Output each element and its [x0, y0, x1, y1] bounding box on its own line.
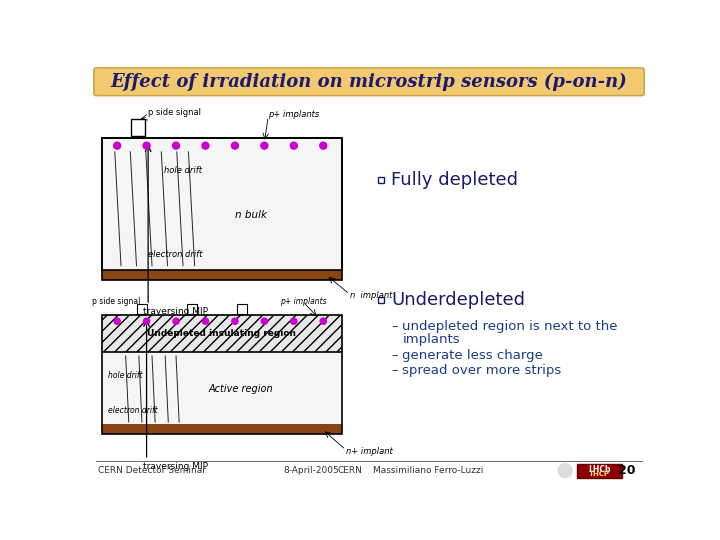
Text: LHCb: LHCb [588, 465, 611, 474]
Circle shape [114, 318, 120, 325]
Circle shape [202, 142, 209, 149]
Text: Underdepleted: Underdepleted [392, 291, 526, 309]
Bar [102, 269, 342, 280]
Bar [377, 177, 384, 184]
Text: p+ implants: p+ implants [280, 296, 326, 306]
Bar [131, 119, 145, 137]
FancyBboxPatch shape [94, 68, 644, 96]
Circle shape [114, 142, 121, 149]
Text: Fully depleted: Fully depleted [392, 171, 518, 190]
Circle shape [232, 318, 238, 325]
Bar [377, 296, 384, 303]
Bar [577, 464, 621, 477]
Text: Active region: Active region [209, 384, 274, 394]
Text: –: – [392, 349, 398, 362]
Text: hole drift: hole drift [108, 370, 143, 380]
Text: CERN Detector Seminar: CERN Detector Seminar [98, 466, 206, 475]
Bar [102, 315, 342, 352]
Text: 8-April-2005: 8-April-2005 [284, 466, 340, 475]
Text: generate less charge: generate less charge [402, 349, 543, 362]
Circle shape [320, 142, 327, 149]
Bar [137, 303, 147, 314]
Text: traversing MIP: traversing MIP [143, 307, 208, 316]
Circle shape [143, 142, 150, 149]
Text: Effect of irradiation on microstrip sensors (p-on-n): Effect of irradiation on microstrip sens… [111, 72, 627, 91]
Text: Massimiliano Ferro-Luzzi: Massimiliano Ferro-Luzzi [373, 466, 483, 475]
Text: CERN: CERN [338, 466, 363, 475]
Text: electron drift: electron drift [148, 249, 202, 259]
Bar [238, 303, 248, 314]
Text: Undepleted insulating region: Undepleted insulating region [148, 329, 296, 338]
Text: implants: implants [402, 333, 460, 346]
Bar [102, 138, 342, 269]
Bar [102, 315, 342, 434]
Bar [187, 303, 197, 314]
Text: n  implant: n implant [350, 291, 392, 300]
Text: 20: 20 [618, 464, 636, 477]
Text: THCP: THCP [589, 471, 610, 477]
Circle shape [261, 142, 268, 149]
Circle shape [320, 318, 326, 325]
Text: p+ implants: p+ implants [269, 110, 320, 119]
Circle shape [558, 464, 572, 477]
Text: p side signal: p side signal [92, 296, 140, 306]
Circle shape [290, 142, 297, 149]
Circle shape [231, 142, 238, 149]
Circle shape [173, 142, 179, 149]
Bar [102, 138, 342, 280]
Bar [102, 424, 342, 434]
Text: hole drift: hole drift [163, 166, 202, 175]
Circle shape [143, 318, 150, 325]
Bar [102, 352, 342, 424]
Text: electron drift: electron drift [108, 406, 158, 415]
Text: –: – [392, 320, 398, 333]
Circle shape [261, 318, 267, 325]
Circle shape [291, 318, 297, 325]
Text: traversing MIP: traversing MIP [143, 462, 208, 471]
Text: –: – [392, 364, 398, 377]
Text: undepleted region is next to the: undepleted region is next to the [402, 320, 618, 333]
Text: spread over more strips: spread over more strips [402, 364, 562, 377]
Text: p side signal: p side signal [148, 108, 201, 117]
Text: n bulk: n bulk [235, 211, 266, 220]
Text: n+ implant: n+ implant [346, 447, 392, 456]
Circle shape [202, 318, 209, 325]
Circle shape [173, 318, 179, 325]
